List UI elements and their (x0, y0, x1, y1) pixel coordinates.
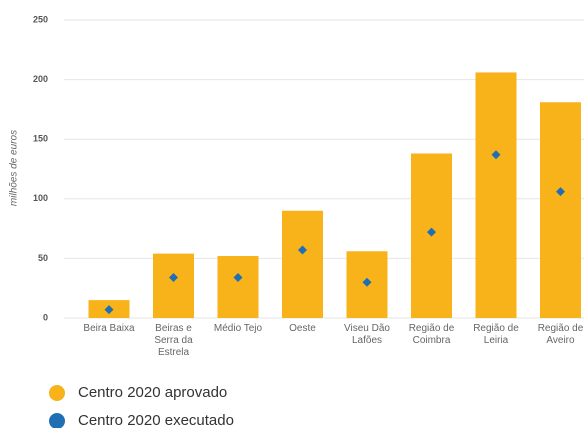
marker (427, 227, 436, 237)
marker (556, 187, 565, 197)
y-axis-label: milhões de euros (9, 130, 20, 206)
y-tick-label: 50 (38, 253, 48, 263)
y-tick-label: 150 (33, 134, 48, 144)
y-tick-label: 200 (33, 74, 48, 84)
bar (540, 102, 581, 318)
x-tick-label: Beira Baixa (83, 323, 135, 334)
marker (104, 305, 114, 315)
marker (169, 272, 178, 282)
marker (491, 150, 501, 160)
x-tick-label: Beiras e Serra da Estrela (154, 323, 193, 358)
y-tick-label: 250 (33, 14, 48, 24)
bar (282, 210, 323, 318)
legend-label: Centro 2020 executado (78, 412, 234, 428)
y-tick-label: 0 (43, 312, 48, 322)
x-tick-label: Região de Leiria (473, 323, 519, 346)
legend-swatch (49, 385, 65, 401)
legend-label: Centro 2020 aprovado (78, 384, 228, 401)
marker (362, 277, 372, 287)
x-tick-label: Região de Coimbra (408, 323, 455, 346)
legend-swatch (49, 413, 65, 428)
marker (298, 245, 307, 255)
x-tick-label: Viseu Dão Lafões (344, 323, 390, 346)
x-tick-label: Médio Tejo (213, 323, 263, 334)
marker (233, 272, 243, 282)
bar (217, 256, 259, 318)
bar (153, 253, 194, 318)
y-tick-label: 100 (33, 193, 48, 203)
bar (475, 72, 517, 318)
x-tick-label: Região de Aveiro (537, 323, 584, 346)
x-tick-label: Oeste (289, 323, 316, 334)
